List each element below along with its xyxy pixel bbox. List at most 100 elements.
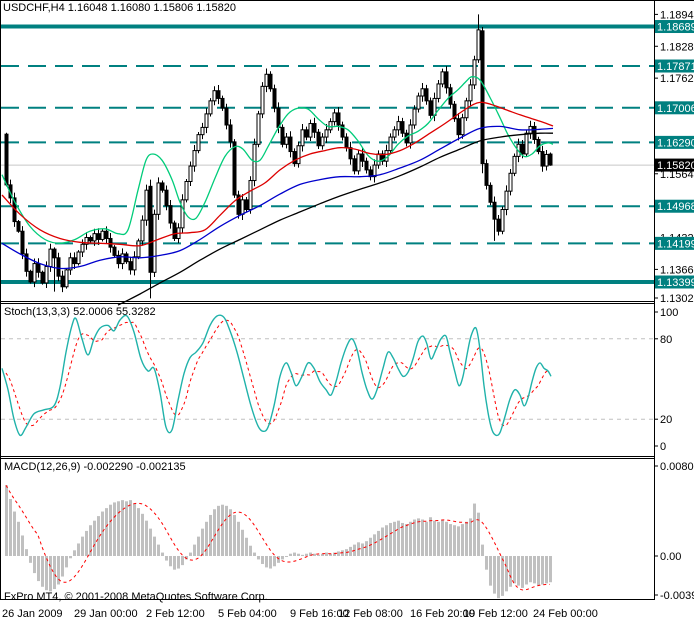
macd-histogram-bar	[73, 550, 76, 556]
bear-candle	[352, 158, 357, 172]
bull-candle	[84, 237, 89, 245]
bull-candle	[260, 85, 265, 115]
bull-candle	[476, 29, 481, 61]
bear-candle	[444, 71, 449, 89]
bull-candle	[420, 88, 425, 97]
bear-candle	[496, 218, 501, 232]
bull-candle	[92, 233, 97, 242]
macd-histogram-bar	[453, 525, 456, 556]
macd-histogram-bar	[449, 524, 452, 556]
time-axis-label: 2 Feb 12:00	[146, 608, 205, 620]
macd-histogram-bar	[293, 552, 296, 556]
panel-borders	[0, 0, 694, 600]
time-axis-label: 19 Feb 12:00	[463, 608, 528, 620]
macd-histogram-bar	[521, 556, 524, 588]
bear-candle	[360, 153, 365, 162]
level-price-box	[655, 59, 694, 73]
panel-surfaces[interactable]	[1, 1, 654, 599]
level-price-label: 1.17006	[657, 103, 694, 115]
macd-histogram-bar	[525, 556, 528, 585]
macd-histogram-bar	[501, 556, 504, 596]
bear-candle	[456, 118, 461, 136]
level-price-box	[655, 236, 694, 250]
bull-candle	[332, 112, 337, 123]
macd-histogram-bar	[261, 556, 264, 564]
bear-candle	[340, 124, 345, 138]
macd-histogram-bar	[457, 526, 460, 556]
macd-histogram-bar	[245, 537, 248, 556]
bear-candle	[224, 107, 229, 126]
bear-candle	[72, 257, 77, 265]
macd-histogram-bar	[157, 544, 160, 556]
level-price-label: 1.13399	[657, 277, 694, 289]
bull-candle	[140, 219, 145, 242]
bear-candle	[380, 153, 385, 162]
macd-histogram-bar	[297, 553, 300, 556]
bull-candle	[44, 265, 49, 284]
main-chart-surface[interactable]	[1, 1, 654, 301]
price-tick-label: 1.13020	[660, 293, 694, 305]
macd-histogram-bar	[181, 556, 184, 566]
macd-histogram-bar	[161, 552, 164, 556]
bear-candle	[168, 205, 173, 224]
macd-histogram-bar	[489, 556, 492, 586]
macd-histogram-bar	[225, 505, 228, 556]
bull-candle	[188, 165, 193, 182]
macd-histogram-bar	[505, 556, 508, 592]
macd-histogram-bar	[281, 556, 284, 560]
price-tick-label: 1.18280	[660, 41, 694, 53]
macd-histogram-bar	[33, 556, 36, 574]
macd-histogram-bar	[25, 549, 28, 556]
macd-histogram-bar	[309, 552, 312, 556]
bear-candle	[28, 270, 33, 283]
macd-histogram-bar	[381, 527, 384, 556]
macd-histogram-bar	[325, 552, 328, 556]
level-price-box	[655, 135, 694, 149]
macd-histogram-bar	[377, 530, 380, 556]
macd-histogram-bar	[169, 556, 172, 567]
moving-averages	[1, 75, 554, 306]
bear-candle	[428, 100, 433, 116]
macd-histogram-bar	[305, 553, 308, 556]
macd-histogram-bar	[253, 552, 256, 556]
time-axis-label: 24 Feb 00:00	[533, 608, 598, 620]
bull-candle	[136, 240, 141, 258]
level-price-box	[655, 20, 694, 34]
stoch-k-line	[1, 314, 552, 437]
bull-candle	[80, 243, 85, 253]
bull-candle	[416, 95, 421, 110]
time-axis[interactable]: 26 Jan 2009 29 Jan 00:00 2 Feb 12:00 5 Feb …	[2, 608, 598, 620]
macd-histogram-bar	[441, 519, 444, 556]
macd-histogram-bar	[541, 556, 544, 585]
macd-histogram-bar	[537, 556, 540, 586]
bear-candle	[304, 129, 309, 138]
bull-candle	[468, 84, 473, 102]
price-tick-label: 1.17620	[660, 73, 694, 85]
macd-histogram-bar	[21, 535, 24, 556]
bear-candle	[108, 237, 113, 248]
bear-candle	[488, 184, 493, 203]
macd-histogram-bar	[533, 556, 536, 584]
level-price-label: 1.14199	[657, 238, 694, 250]
bear-candle	[56, 257, 61, 277]
macd-histogram-bar	[89, 525, 92, 556]
bear-candle	[268, 73, 273, 90]
level-price-box	[655, 199, 694, 213]
macd-histogram-bar	[545, 556, 548, 584]
price-axis[interactable]: 1.189401.182801.176201.156401.143201.136…	[654, 9, 694, 602]
bear-candle	[88, 237, 93, 242]
macd-histogram-bar	[417, 518, 420, 556]
macd-histogram-bar	[497, 556, 500, 599]
bull-candle	[152, 213, 157, 273]
macd-histogram-bar	[205, 521, 208, 556]
bear-candle	[276, 107, 281, 128]
macd-histogram-bar	[153, 536, 156, 556]
bear-candle	[228, 124, 233, 143]
macd-histogram-bar	[109, 504, 112, 556]
bull-candle	[300, 129, 305, 147]
macd-histogram-bar	[273, 556, 276, 567]
macd-histogram-bar	[329, 553, 332, 556]
bull-candle	[100, 230, 105, 240]
